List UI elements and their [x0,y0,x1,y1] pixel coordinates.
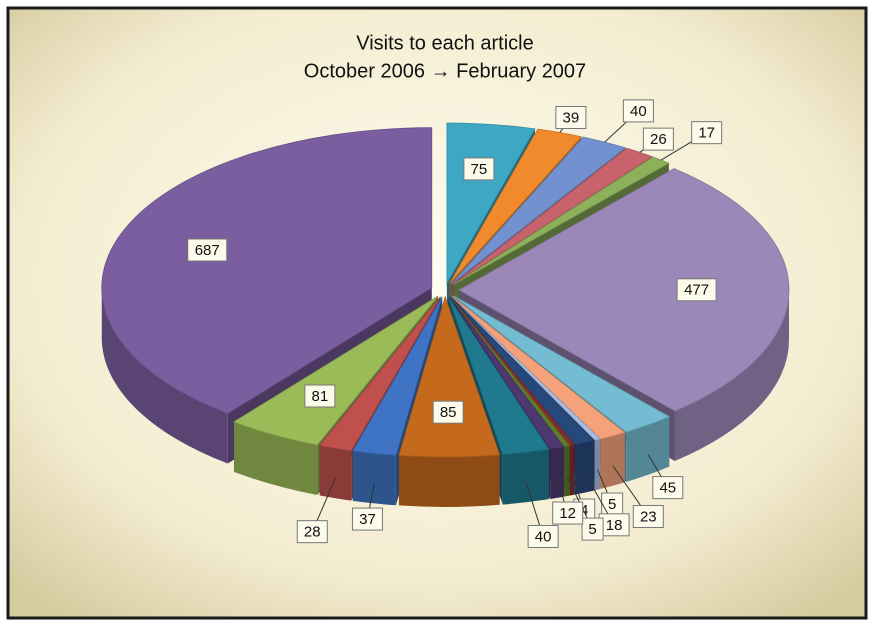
data-label: 85 [440,404,457,421]
data-label: 17 [698,125,715,142]
data-label-box [642,127,674,151]
data-label: 39 [563,109,580,126]
slice-side [574,440,595,495]
slice [451,295,626,440]
data-label: 40 [535,528,552,545]
slice-side [564,445,570,497]
data-label-box [676,278,717,302]
slice [233,295,439,446]
data-label: 37 [359,511,376,528]
data-label: 75 [471,161,488,178]
slice-side [594,439,601,491]
slice-side [626,416,670,482]
chart-title: Visits to each article [356,32,534,54]
data-label-box [581,517,604,541]
data-label: 4 [580,502,588,519]
slice-side [398,454,500,507]
data-label: 45 [659,480,676,497]
slice [458,168,790,412]
data-label-box [296,520,328,544]
slice [450,295,601,441]
data-label-box [652,476,684,500]
data-label-box [304,384,336,408]
data-label-box [622,99,654,123]
data-label-box [552,501,584,525]
data-label: 18 [606,517,623,534]
slice-side [319,445,352,501]
slice-side [569,444,575,496]
slice [453,295,671,433]
data-label-box [187,238,228,262]
slice-side [550,446,564,500]
data-label: 40 [630,103,647,120]
slice-side [234,421,318,495]
chart-subtitle: October 2006 → February 2007 [304,60,586,82]
slice [398,295,501,458]
pie-tops [101,122,790,458]
data-label: 12 [559,505,576,522]
data-label: 687 [195,242,220,259]
slice [101,127,433,414]
data-label-box [432,400,464,424]
slice [450,296,596,446]
data-label: 23 [640,508,657,525]
data-label: 26 [650,131,667,148]
data-label-box [691,121,723,145]
slice [319,296,441,452]
slice-side [502,449,549,505]
slice-side [101,287,228,464]
data-label: 81 [312,388,329,405]
slice [449,296,565,450]
data-label: 5 [608,496,616,513]
data-label-box [351,507,383,531]
data-label-box [463,157,495,181]
data-label: 477 [684,282,709,299]
data-label: 28 [304,524,321,541]
slice [352,296,443,456]
data-label-box [527,525,559,549]
slice-side [600,432,625,489]
data-label: 5 [588,521,596,538]
slice-side [674,289,789,461]
slice [447,296,550,456]
data-label-box [555,106,587,130]
data-label-box [632,504,664,528]
slice-side [352,450,396,506]
